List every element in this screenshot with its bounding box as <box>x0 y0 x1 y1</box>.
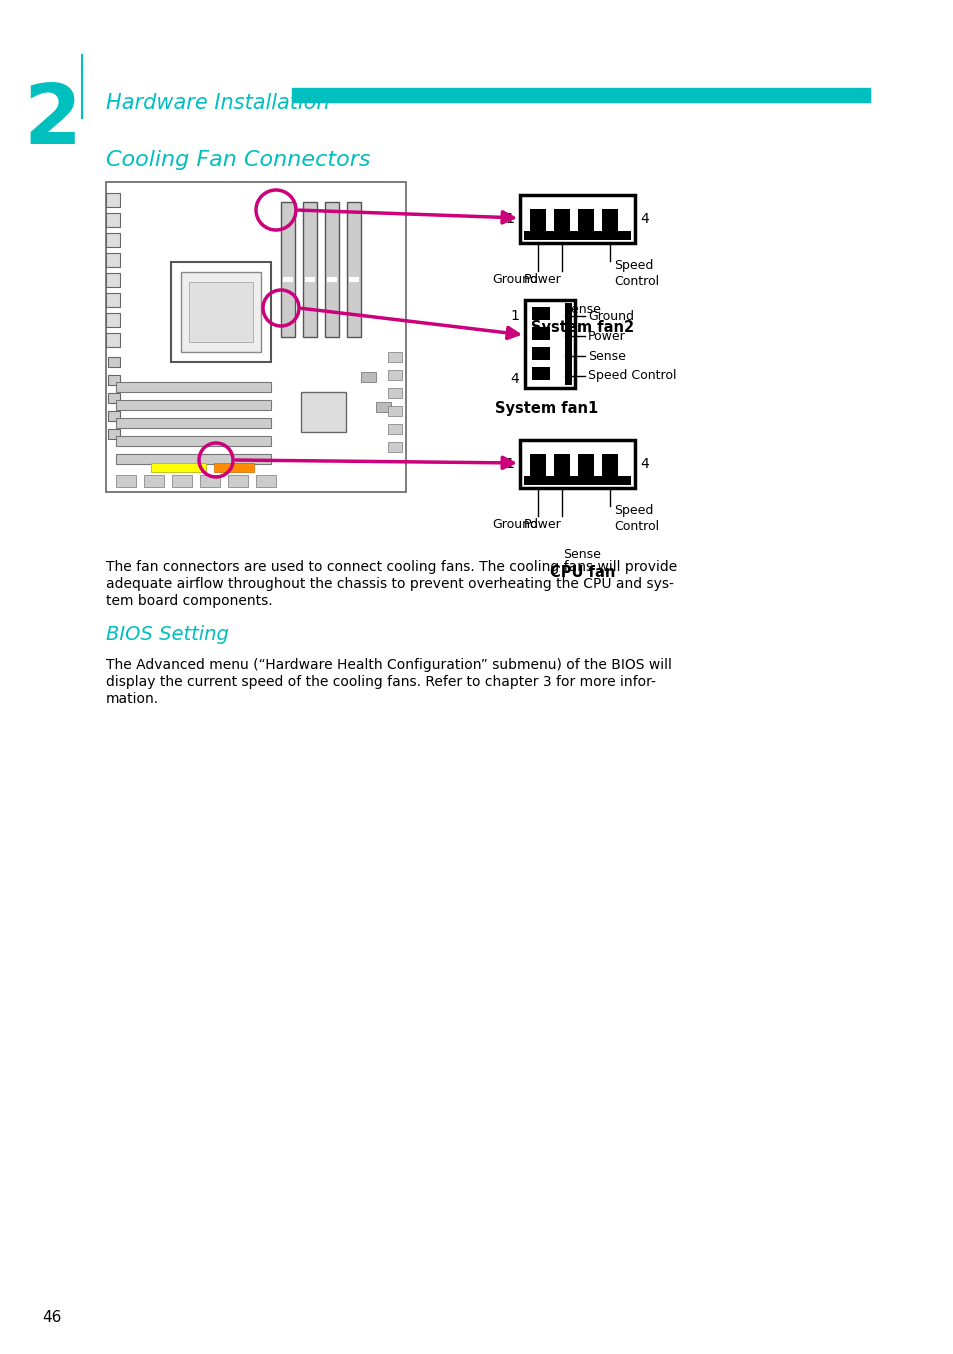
Bar <box>116 418 271 428</box>
Bar <box>519 440 635 487</box>
Text: tem board components.: tem board components. <box>106 594 273 608</box>
Bar <box>305 278 314 282</box>
Bar <box>375 402 391 412</box>
Bar <box>108 412 120 421</box>
Bar <box>106 253 120 267</box>
Bar <box>388 389 401 398</box>
Bar <box>200 475 220 487</box>
Text: Sense: Sense <box>587 349 625 363</box>
Bar <box>578 209 594 232</box>
Bar <box>116 475 136 487</box>
Bar <box>554 454 569 477</box>
Bar <box>283 278 293 282</box>
Text: Cooling Fan Connectors: Cooling Fan Connectors <box>106 150 370 171</box>
Bar <box>601 209 618 232</box>
Text: Speed Control: Speed Control <box>587 370 676 382</box>
Bar <box>519 195 635 242</box>
Bar <box>116 436 271 445</box>
Text: 4: 4 <box>510 372 518 386</box>
Text: Power: Power <box>587 329 625 343</box>
Bar <box>347 202 360 337</box>
Bar <box>181 272 261 352</box>
Text: Power: Power <box>524 274 561 286</box>
Bar <box>281 202 294 337</box>
Bar <box>532 347 550 360</box>
Bar <box>144 475 164 487</box>
Bar <box>523 477 630 485</box>
Bar <box>532 328 550 340</box>
Text: 46: 46 <box>42 1311 62 1326</box>
Bar <box>524 301 575 389</box>
Bar <box>523 232 630 240</box>
Text: Ground: Ground <box>492 519 537 531</box>
Bar <box>292 88 869 102</box>
Text: Power: Power <box>524 519 561 531</box>
Text: Speed
Control: Speed Control <box>614 504 659 533</box>
Bar <box>106 292 120 307</box>
Text: display the current speed of the cooling fans. Refer to chapter 3 for more infor: display the current speed of the cooling… <box>106 676 656 689</box>
Text: Sense: Sense <box>563 303 600 315</box>
Bar <box>564 303 572 385</box>
Bar <box>532 367 550 380</box>
Bar <box>106 274 120 287</box>
Text: 2: 2 <box>23 80 81 161</box>
Bar <box>106 313 120 328</box>
Bar <box>228 475 248 487</box>
Text: Speed
Control: Speed Control <box>614 259 659 288</box>
Bar <box>172 475 192 487</box>
Bar <box>171 263 271 362</box>
Text: Hardware Installation: Hardware Installation <box>106 93 330 112</box>
Text: CPU fan: CPU fan <box>549 565 615 580</box>
Bar <box>303 202 316 337</box>
Text: Sense: Sense <box>563 548 600 561</box>
Text: BIOS Setting: BIOS Setting <box>106 626 229 645</box>
Bar <box>116 382 271 393</box>
Text: mation.: mation. <box>106 692 159 705</box>
Bar <box>213 463 253 473</box>
Text: Ground: Ground <box>492 274 537 286</box>
Bar <box>388 424 401 435</box>
Text: 4: 4 <box>639 458 648 471</box>
Bar <box>388 370 401 380</box>
Bar <box>388 406 401 416</box>
Bar <box>601 454 618 477</box>
Bar <box>255 475 275 487</box>
Bar <box>349 278 358 282</box>
Text: The Advanced menu (“Hardware Health Configuration” submenu) of the BIOS will: The Advanced menu (“Hardware Health Conf… <box>106 658 671 672</box>
Bar <box>530 209 545 232</box>
Bar <box>301 393 346 432</box>
Text: 1: 1 <box>504 458 514 471</box>
Bar <box>108 357 120 367</box>
Text: 4: 4 <box>639 213 648 226</box>
Bar <box>532 307 550 320</box>
Bar <box>189 282 253 343</box>
Text: 1: 1 <box>504 213 514 226</box>
Bar <box>327 278 336 282</box>
Bar <box>325 202 338 337</box>
Text: 1: 1 <box>510 309 518 324</box>
Bar <box>106 333 120 347</box>
Bar <box>106 181 406 492</box>
Bar <box>116 399 271 410</box>
Text: The fan connectors are used to connect cooling fans. The cooling fans will provi: The fan connectors are used to connect c… <box>106 561 677 574</box>
Bar <box>388 352 401 362</box>
Bar <box>106 233 120 246</box>
Bar <box>578 454 594 477</box>
Bar <box>388 441 401 452</box>
Bar <box>554 209 569 232</box>
Text: System fan2: System fan2 <box>531 320 634 334</box>
Bar <box>151 463 206 473</box>
Bar <box>108 393 120 403</box>
Bar <box>530 454 545 477</box>
Bar <box>106 213 120 227</box>
Text: System fan1: System fan1 <box>495 401 598 416</box>
Bar <box>108 375 120 385</box>
Bar <box>106 194 120 207</box>
Bar <box>360 372 375 382</box>
Bar <box>116 454 271 464</box>
Bar <box>108 429 120 439</box>
Text: adequate airflow throughout the chassis to prevent overheating the CPU and sys-: adequate airflow throughout the chassis … <box>106 577 673 590</box>
Text: Ground: Ground <box>587 310 634 322</box>
